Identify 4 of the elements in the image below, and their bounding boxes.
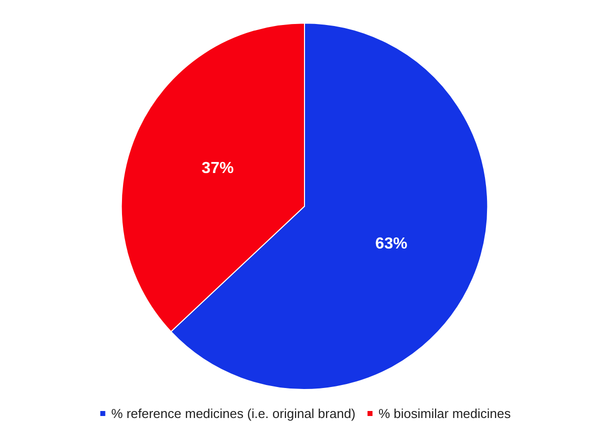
data-label: 37%	[202, 160, 234, 178]
data-label: 63%	[375, 235, 408, 252]
legend-label: % reference medicines (i.e. original brand)	[111, 406, 356, 421]
legend-label: % biosimilar medicines	[378, 406, 512, 421]
